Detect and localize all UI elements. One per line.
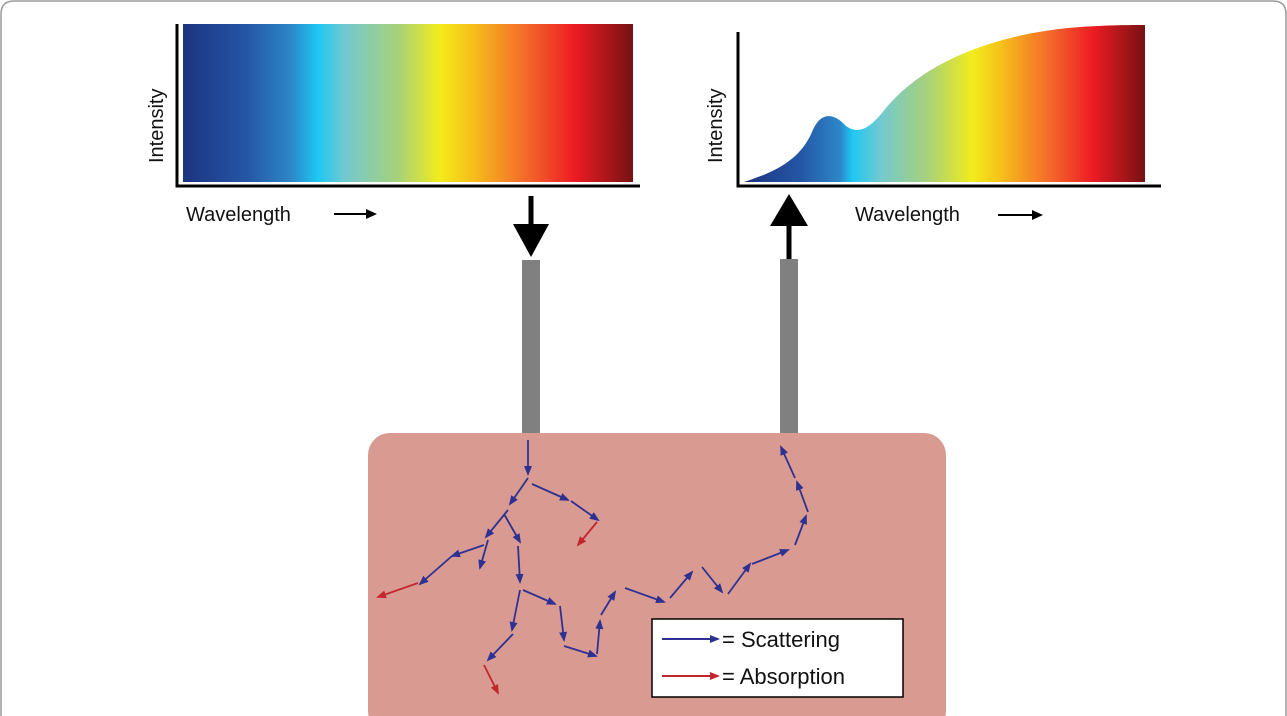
output-spectrum-panel: Intensity Wavelength <box>705 25 1161 226</box>
scattering-arrow-icon <box>508 477 529 506</box>
photon-paths <box>376 440 809 695</box>
scattering-arrow-icon <box>794 514 807 546</box>
scattering-arrow-icon <box>727 562 752 595</box>
scattering-arrow-icon <box>563 645 598 658</box>
scattering-arrow-icon <box>795 480 809 513</box>
scattering-arrow-icon <box>478 539 489 570</box>
output-x-axis-arrowhead-icon <box>1032 210 1043 220</box>
legend-box <box>651 618 904 698</box>
detector-fiber <box>780 259 798 436</box>
input-x-axis-arrowhead-icon <box>366 209 377 219</box>
scattering-arrow-icon <box>570 500 600 522</box>
absorption-arrow-icon <box>576 521 598 547</box>
output-spectrum-curve <box>744 25 1145 182</box>
output-y-axis-label: Intensity <box>705 89 727 163</box>
scattering-arrow-icon <box>522 589 557 605</box>
input-spectrum-bar <box>183 24 633 182</box>
source-fiber <box>522 260 540 436</box>
scattering-arrow-icon <box>624 587 666 604</box>
output-light-arrow-icon <box>770 194 808 259</box>
scattering-arrow-icon <box>559 605 568 642</box>
legend: = Scattering = Absorption <box>651 618 904 698</box>
input-spectrum-panel: Intensity Wavelength <box>146 24 640 226</box>
scattering-arrow-icon <box>751 549 790 565</box>
scattering-arrow-icon <box>418 555 453 586</box>
output-x-axis-label: Wavelength <box>855 204 960 226</box>
input-y-axis-label: Intensity <box>146 89 168 163</box>
scattering-arrow-icon <box>701 566 724 594</box>
input-light-arrow-icon <box>513 196 549 257</box>
scattering-arrow-icon <box>780 445 796 479</box>
input-x-axis-label: Wavelength <box>186 204 291 226</box>
scattering-arrow-icon <box>669 570 694 599</box>
scattering-arrow-icon <box>515 545 524 584</box>
scattering-arrow-icon <box>600 590 617 616</box>
scattering-arrow-icon <box>531 483 570 501</box>
scattering-arrow-icon <box>509 589 521 632</box>
input-spectrum-axes <box>175 24 640 188</box>
scattering-arrow-icon <box>450 544 485 558</box>
absorption-arrow-icon <box>483 664 499 695</box>
legend-scattering-label: = Scattering <box>722 627 840 652</box>
scattering-arrow-icon <box>595 619 604 655</box>
legend-absorption-label: = Absorption <box>722 664 845 689</box>
absorption-arrow-icon <box>376 582 419 599</box>
output-spectrum-axes <box>736 32 1161 188</box>
scattering-arrow-icon <box>503 513 521 544</box>
scattering-arrow-icon <box>486 633 514 662</box>
